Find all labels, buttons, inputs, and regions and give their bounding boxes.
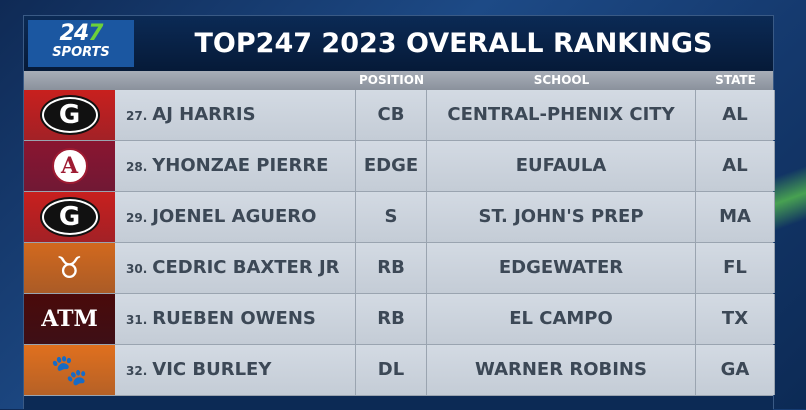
georgia-g-icon: G (24, 90, 115, 140)
tiger-paw-icon: 🐾 (24, 345, 115, 395)
logo-number: 247 (59, 21, 104, 46)
rank: 32. (126, 364, 148, 378)
position-cell: S (356, 192, 427, 242)
school-cell: EL CAMPO (427, 294, 696, 344)
position-cell: DL (356, 345, 427, 395)
table-row: 🐾 32. VIC BURLEY DL WARNER ROBINS GA (24, 345, 775, 396)
state-cell: MA (696, 192, 775, 242)
table-row: ATM 31. RUEBEN OWENS RB EL CAMPO TX (24, 294, 775, 345)
table-row: G 29. JOENEL AGUERO S ST. JOHN'S PREP MA (24, 192, 775, 243)
state-cell: AL (696, 90, 775, 140)
georgia-g-icon: G (24, 192, 115, 242)
column-header: POSITION SCHOOL STATE (24, 71, 773, 90)
state-cell: TX (696, 294, 775, 344)
rank: 31. (126, 313, 148, 327)
position-cell: RB (356, 294, 427, 344)
player-name: VIC BURLEY (152, 359, 272, 380)
position-cell: EDGE (356, 141, 427, 191)
state-cell: AL (696, 141, 775, 191)
col-position: POSITION (359, 73, 424, 87)
player-name-cell: 29. JOENEL AGUERO (115, 192, 356, 242)
player-name-cell: 30. CEDRIC BAXTER JR (115, 243, 356, 293)
alabama-icon: A (24, 141, 115, 191)
texas-am-icon: ATM (24, 294, 115, 344)
position-cell: RB (356, 243, 427, 293)
player-name: JOENEL AGUERO (152, 206, 317, 227)
table-row: ♉ 30. CEDRIC BAXTER JR RB EDGEWATER FL (24, 243, 775, 294)
rank: 29. (126, 211, 148, 225)
page-title: TOP247 2023 OVERALL RANKINGS (194, 28, 713, 59)
table-row: A 28. YHONZAE PIERRE EDGE EUFAULA AL (24, 141, 775, 192)
player-name-cell: 27. AJ HARRIS (115, 90, 356, 140)
player-name: RUEBEN OWENS (152, 308, 316, 329)
247sports-logo: 247 SPORTS (28, 20, 134, 67)
player-name: YHONZAE PIERRE (152, 155, 329, 176)
school-cell: EDGEWATER (427, 243, 696, 293)
rank: 27. (126, 109, 148, 123)
school-cell: ST. JOHN'S PREP (427, 192, 696, 242)
school-cell: EUFAULA (427, 141, 696, 191)
state-cell: GA (696, 345, 775, 395)
position-cell: CB (356, 90, 427, 140)
school-cell: CENTRAL-PHENIX CITY (427, 90, 696, 140)
longhorn-icon: ♉ (24, 243, 115, 293)
player-name-cell: 28. YHONZAE PIERRE (115, 141, 356, 191)
player-name: AJ HARRIS (152, 104, 256, 125)
logo-sports: SPORTS (52, 45, 110, 60)
player-name: CEDRIC BAXTER JR (152, 257, 340, 278)
bottom-bar (24, 396, 773, 410)
rank: 30. (126, 262, 148, 276)
rankings-panel: 247 SPORTS TOP247 2023 OVERALL RANKINGS … (23, 15, 775, 410)
rank: 28. (126, 160, 148, 174)
state-cell: FL (696, 243, 775, 293)
player-name-cell: 31. RUEBEN OWENS (115, 294, 356, 344)
header: 247 SPORTS TOP247 2023 OVERALL RANKINGS (24, 16, 773, 71)
school-cell: WARNER ROBINS (427, 345, 696, 395)
table-row: G 27. AJ HARRIS CB CENTRAL-PHENIX CITY AL (24, 90, 775, 141)
col-state: STATE (715, 73, 756, 87)
col-school: SCHOOL (533, 73, 590, 87)
player-name-cell: 32. VIC BURLEY (115, 345, 356, 395)
